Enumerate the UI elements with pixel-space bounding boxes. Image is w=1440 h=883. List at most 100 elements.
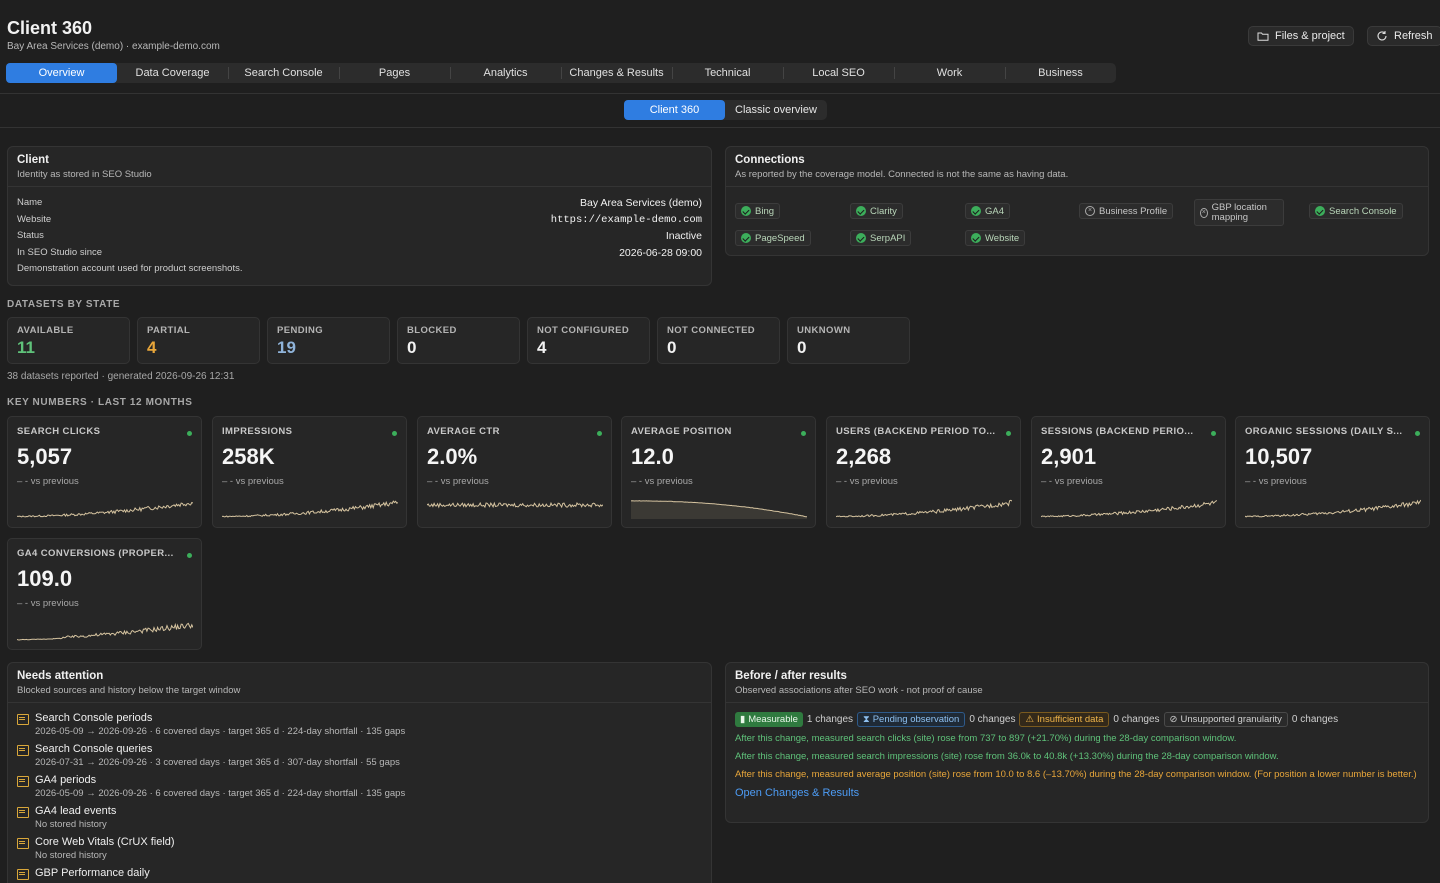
x-circle-icon: × bbox=[1200, 207, 1208, 218]
client-status-row: Status Inactive bbox=[17, 230, 702, 247]
page-subtitle: Bay Area Services (demo) · example-demo.… bbox=[7, 41, 220, 52]
metric-compare: – - vs previous bbox=[17, 476, 79, 487]
check-icon bbox=[741, 233, 751, 243]
files-project-button[interactable]: Files & project bbox=[1248, 26, 1354, 46]
badge-count: 0 changes bbox=[969, 714, 1016, 725]
state-pending[interactable]: PENDING 19 bbox=[267, 317, 390, 364]
subtab-classic-overview[interactable]: Classic overview bbox=[735, 104, 817, 116]
datasets-meta: 38 datasets reported · generated 2026-09… bbox=[7, 371, 235, 382]
check-icon bbox=[741, 206, 751, 216]
connection-gbp-location-mapping[interactable]: × GBP location mapping bbox=[1194, 199, 1284, 226]
warning-icon: ⚠ bbox=[1025, 714, 1035, 725]
attention-item[interactable]: GA4 lead events No stored history bbox=[17, 805, 702, 830]
tab-work[interactable]: Work bbox=[894, 63, 1005, 83]
connection-clarity[interactable]: Clarity bbox=[850, 203, 903, 219]
metric-compare: – - vs previous bbox=[222, 476, 284, 487]
metric-value: 258K bbox=[222, 444, 275, 469]
attention-item[interactable]: GA4 periods 2026-05-09 → 2026-09-26 · 6 c… bbox=[17, 774, 702, 799]
tab-pages[interactable]: Pages bbox=[339, 63, 450, 83]
tab-business[interactable]: Business bbox=[1005, 63, 1116, 83]
tab-changes-results[interactable]: Changes & Results bbox=[561, 63, 672, 83]
measurable-badge[interactable]: ▮ Measurable bbox=[735, 712, 803, 727]
state-available[interactable]: AVAILABLE 11 bbox=[7, 317, 130, 364]
main-tabs: Overview Data Coverage Search Console Pa… bbox=[6, 63, 1116, 83]
check-icon bbox=[971, 233, 981, 243]
attention-item[interactable]: GBP Performance daily bbox=[17, 867, 702, 880]
state-blocked[interactable]: BLOCKED 0 bbox=[397, 317, 520, 364]
metric-card[interactable]: IMPRESSIONS 258K – - vs previous bbox=[212, 416, 407, 528]
check-icon bbox=[856, 206, 866, 216]
metric-value: 2,901 bbox=[1041, 444, 1097, 469]
metric-card[interactable]: AVERAGE CTR 2.0% – - vs previous bbox=[417, 416, 612, 528]
sparkline-line bbox=[1041, 500, 1217, 518]
pending-badge[interactable]: ⧗ Pending observation bbox=[857, 712, 966, 727]
page-header: Client 360 Bay Area Services (demo) · ex… bbox=[0, 0, 1440, 94]
metric-card[interactable]: SESSIONS (BACKEND PERIO... 2,901 – - vs pr… bbox=[1031, 416, 1226, 528]
subtab-client-360[interactable]: Client 360 bbox=[624, 100, 725, 120]
results-badges: ▮ Measurable 1 changes ⧗ Pending observati… bbox=[735, 712, 1419, 727]
metric-card[interactable]: GA4 CONVERSIONS (PROPER... 109.0 – - vs pr… bbox=[7, 538, 202, 650]
bar-chart-icon: ▮ bbox=[740, 714, 746, 725]
sparkline-line bbox=[836, 499, 1012, 518]
metric-card[interactable]: SEARCH CLICKS 5,057 – - vs previous bbox=[7, 416, 202, 528]
connection-label: GBP location mapping bbox=[1211, 201, 1267, 223]
connection-serpapi[interactable]: SerpAPI bbox=[850, 230, 912, 246]
connection-website[interactable]: Website bbox=[965, 230, 1026, 246]
open-changes-results-link[interactable]: Open Changes & Results bbox=[735, 787, 860, 799]
state-value: 19 bbox=[277, 338, 296, 357]
attention-item-detail: 2026-07-31 → 2026-09-26 · 3 covered days… bbox=[35, 757, 400, 768]
connections-title: Connections bbox=[735, 154, 805, 166]
state-value: 4 bbox=[147, 338, 157, 357]
client-website-value: https://example-demo.com bbox=[550, 213, 702, 226]
connection-ga4[interactable]: GA4 bbox=[965, 203, 1011, 219]
metric-label: ORGANIC SESSIONS (DAILY S... bbox=[1245, 426, 1403, 437]
history-gap-icon bbox=[17, 745, 29, 756]
tab-analytics[interactable]: Analytics bbox=[450, 63, 561, 83]
status-dot-icon bbox=[1415, 431, 1420, 436]
metric-label: AVERAGE POSITION bbox=[631, 426, 732, 437]
connection-search-console[interactable]: Search Console bbox=[1309, 203, 1403, 219]
client-card-subtitle: Identity as stored in SEO Studio bbox=[17, 169, 152, 180]
client-since-row: In SEO Studio since 2026-06-28 09:00 bbox=[17, 247, 702, 264]
attention-item[interactable]: Search Console queries 2026-07-31 → 2026-… bbox=[17, 743, 702, 768]
state-partial[interactable]: PARTIAL 4 bbox=[137, 317, 260, 364]
connection-business-profile[interactable]: × Business Profile bbox=[1079, 203, 1174, 219]
badge-count: 0 changes bbox=[1113, 714, 1160, 725]
attention-item[interactable]: Core Web Vitals (CrUX field) No stored hi… bbox=[17, 836, 702, 861]
state-not-connected[interactable]: NOT CONNECTED 0 bbox=[657, 317, 780, 364]
connection-label: Website bbox=[985, 232, 1020, 244]
metric-sparkline bbox=[17, 622, 193, 641]
refresh-button[interactable]: Refresh bbox=[1367, 26, 1440, 46]
attention-item[interactable]: Search Console periods 2026-05-09 → 2026-… bbox=[17, 712, 702, 737]
state-not-configured[interactable]: NOT CONFIGURED 4 bbox=[527, 317, 650, 364]
insufficient-badge[interactable]: ⚠ Insufficient data bbox=[1019, 712, 1110, 727]
attention-item-detail: 2026-05-09 → 2026-09-26 · 6 covered days… bbox=[35, 726, 406, 737]
metric-value: 10,507 bbox=[1245, 444, 1313, 469]
tab-local-seo[interactable]: Local SEO bbox=[783, 63, 894, 83]
metric-card[interactable]: AVERAGE POSITION 12.0 – - vs previous bbox=[621, 416, 816, 528]
tab-data-coverage[interactable]: Data Coverage bbox=[135, 67, 210, 79]
client-since-value: 2026-06-28 09:00 bbox=[619, 246, 702, 259]
metric-card[interactable]: USERS (BACKEND PERIOD TO... 2,268 – - vs p… bbox=[826, 416, 1021, 528]
metric-label: SESSIONS (BACKEND PERIO... bbox=[1041, 426, 1194, 437]
metric-value: 2,268 bbox=[836, 444, 892, 469]
tab-search-console[interactable]: Search Console bbox=[228, 63, 339, 83]
connection-label: PageSpeed bbox=[755, 232, 805, 244]
client-website-row: Website https://example-demo.com bbox=[17, 214, 702, 231]
tab-technical[interactable]: Technical bbox=[672, 63, 783, 83]
results-title: Before / after results bbox=[735, 670, 847, 682]
metric-label: IMPRESSIONS bbox=[222, 426, 293, 437]
unsupported-badge[interactable]: ⊘ Unsupported granularity bbox=[1163, 712, 1288, 727]
check-icon bbox=[971, 206, 981, 216]
state-unknown[interactable]: UNKNOWN 0 bbox=[787, 317, 910, 364]
metric-card[interactable]: ORGANIC SESSIONS (DAILY S... 10,507 – - vs… bbox=[1235, 416, 1430, 528]
x-circle-icon: × bbox=[1085, 206, 1095, 216]
tab-overview[interactable]: Overview bbox=[6, 63, 117, 83]
name-label: Name bbox=[17, 197, 43, 208]
connection-pagespeed[interactable]: PageSpeed bbox=[735, 230, 811, 246]
state-label: AVAILABLE bbox=[17, 325, 74, 336]
state-value: 4 bbox=[537, 338, 547, 357]
connection-bing[interactable]: Bing bbox=[735, 203, 781, 219]
status-dot-icon bbox=[187, 431, 192, 436]
state-label: PARTIAL bbox=[147, 325, 191, 336]
